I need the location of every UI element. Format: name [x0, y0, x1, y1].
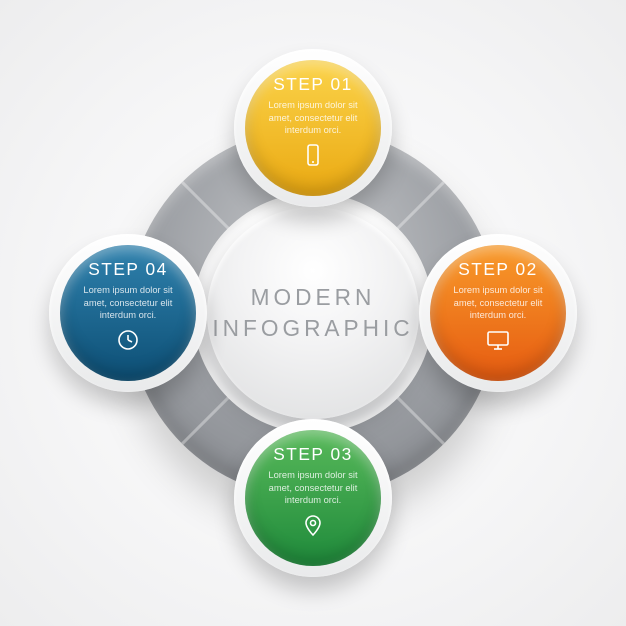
step-body: Lorem ipsum dolor sit amet, consectetur …	[430, 280, 566, 322]
smartphone-icon	[301, 143, 325, 167]
step-circle-1: STEP 01Lorem ipsum dolor sit amet, conse…	[234, 49, 392, 207]
center-disc: MODERN INFOGRAPHIC	[207, 207, 419, 419]
infographic-stage: MODERN INFOGRAPHIC STEP 01Lorem ipsum do…	[0, 0, 626, 626]
step-title: STEP 02	[458, 259, 538, 280]
center-title: MODERN INFOGRAPHIC	[212, 282, 413, 343]
monitor-icon	[486, 328, 510, 352]
center-title-line1: MODERN	[212, 282, 413, 313]
step-circle-3: STEP 03Lorem ipsum dolor sit amet, conse…	[234, 419, 392, 577]
step-title: STEP 01	[273, 74, 353, 95]
step-inner: STEP 02Lorem ipsum dolor sit amet, conse…	[430, 245, 566, 381]
step-body: Lorem ipsum dolor sit amet, consectetur …	[245, 95, 381, 137]
step-body: Lorem ipsum dolor sit amet, consectetur …	[245, 465, 381, 507]
step-inner: STEP 04Lorem ipsum dolor sit amet, conse…	[60, 245, 196, 381]
step-inner: STEP 03Lorem ipsum dolor sit amet, conse…	[245, 430, 381, 566]
step-title: STEP 03	[273, 444, 353, 465]
center-title-line2: INFOGRAPHIC	[212, 313, 413, 344]
map-pin-icon	[301, 513, 325, 537]
clock-icon	[116, 328, 140, 352]
step-body: Lorem ipsum dolor sit amet, consectetur …	[60, 280, 196, 322]
step-inner: STEP 01Lorem ipsum dolor sit amet, conse…	[245, 60, 381, 196]
step-circle-4: STEP 04Lorem ipsum dolor sit amet, conse…	[49, 234, 207, 392]
step-title: STEP 04	[88, 259, 168, 280]
step-circle-2: STEP 02Lorem ipsum dolor sit amet, conse…	[419, 234, 577, 392]
